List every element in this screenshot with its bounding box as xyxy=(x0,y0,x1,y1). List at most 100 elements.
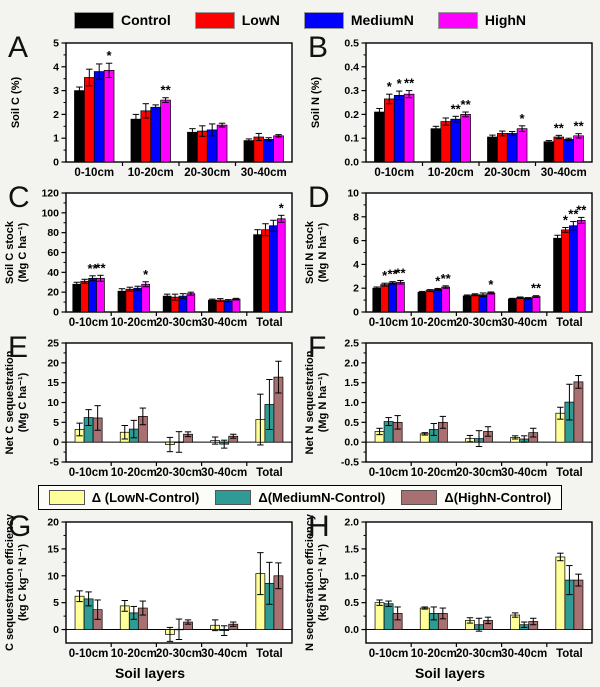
legend-item: Δ(MediumN-Control) xyxy=(215,490,385,505)
svg-text:2.0: 2.0 xyxy=(344,517,359,529)
panel-e: E -5 0 5 10 15 20 25 0-10cm 10-20cm 20-30cm 30-40c… xyxy=(0,333,300,483)
svg-text:30-40cm: 30-40cm xyxy=(541,167,587,179)
svg-text:Soil C (%): Soil C (%) xyxy=(10,77,22,129)
svg-text:0-10cm: 0-10cm xyxy=(369,317,409,329)
svg-text:10-20cm: 10-20cm xyxy=(411,467,457,479)
svg-text:10: 10 xyxy=(47,570,59,582)
svg-text:Total: Total xyxy=(256,467,283,479)
svg-text:Soil N stock: Soil N stock xyxy=(304,220,316,284)
legend-swatch xyxy=(73,11,114,29)
panel-g-letter: G xyxy=(8,510,32,543)
svg-text:0.1: 0.1 xyxy=(344,133,359,145)
soil-n-percent-chart: 0.0 0.1 0.2 0.3 0.4 0.5 0-10cm 10-20cm 20-30cm 30… xyxy=(310,38,593,179)
legend-item: Control xyxy=(73,11,171,29)
svg-text:60: 60 xyxy=(47,247,59,259)
svg-text:30-40cm: 30-40cm xyxy=(201,317,247,329)
svg-text:0-10cm: 0-10cm xyxy=(74,167,114,179)
svg-text:2.0: 2.0 xyxy=(344,357,359,369)
svg-text:(kg C kg⁻¹ N⁻¹): (kg C kg⁻¹ N⁻¹) xyxy=(17,544,29,621)
c-sequestration-efficiency-chart: 0 5 10 15 20 0-10cm 10-20cm 20-30cm 30-40cm Total… xyxy=(4,513,293,660)
panel-b-letter: B xyxy=(308,31,329,64)
svg-text:30-40cm: 30-40cm xyxy=(201,648,247,660)
svg-text:**: ** xyxy=(531,281,542,296)
svg-text:**: ** xyxy=(568,207,579,222)
legend-label: HighN xyxy=(484,12,527,28)
svg-text:0-10cm: 0-10cm xyxy=(374,167,414,179)
svg-text:**: ** xyxy=(576,202,587,217)
svg-text:Net C sequestration: Net C sequestration xyxy=(4,350,16,454)
legend-item: MediumN xyxy=(303,11,414,29)
svg-text:6: 6 xyxy=(353,235,359,247)
panel-f-letter: F xyxy=(308,331,327,364)
svg-text:**: ** xyxy=(95,260,106,275)
svg-text:Total: Total xyxy=(256,317,283,329)
svg-text:Total: Total xyxy=(556,648,583,660)
svg-text:1.5: 1.5 xyxy=(344,377,359,389)
legend-item: Δ (LowN-Control) xyxy=(48,490,199,505)
svg-text:40: 40 xyxy=(47,267,59,279)
svg-text:0.0: 0.0 xyxy=(344,157,359,169)
n-sequestration-efficiency-chart: 0.0 0.5 1.0 1.5 2.0 0-10cm 10-20cm 20-30cm 30-40… xyxy=(304,513,593,660)
svg-text:*: * xyxy=(382,268,388,283)
legend-label: Δ(HighN-Control) xyxy=(444,490,552,505)
panel-h: H 0.0 0.5 1.0 1.5 2.0 0-10cm 10-20cm 20-30cm 30-… xyxy=(300,512,600,684)
svg-text:25: 25 xyxy=(47,338,59,350)
svg-text:10-20cm: 10-20cm xyxy=(111,317,157,329)
svg-text:0.5: 0.5 xyxy=(344,597,359,609)
svg-text:(Mg C ha⁻¹): (Mg C ha⁻¹) xyxy=(17,372,29,432)
svg-text:*: * xyxy=(435,273,441,288)
svg-text:0.0: 0.0 xyxy=(344,624,359,636)
svg-text:Soil N (%): Soil N (%) xyxy=(310,77,322,129)
legend-item: LowN xyxy=(194,11,280,29)
panel-h-xlabel: Soil layers xyxy=(414,665,486,681)
svg-text:20-30cm: 20-30cm xyxy=(484,167,530,179)
legend-swatch xyxy=(401,490,438,505)
svg-text:30-40cm: 30-40cm xyxy=(501,648,547,660)
svg-text:10-20cm: 10-20cm xyxy=(111,467,157,479)
svg-text:10-20cm: 10-20cm xyxy=(111,648,157,660)
svg-text:(Mg C ha⁻¹): (Mg C ha⁻¹) xyxy=(17,222,29,282)
svg-text:*: * xyxy=(143,267,149,282)
legend-item: HighN xyxy=(437,11,527,29)
svg-text:120: 120 xyxy=(41,188,59,200)
row-ef: E -5 0 5 10 15 20 25 0-10cm 10-20cm 20-30cm 30-40c… xyxy=(0,333,600,483)
svg-text:(Mg N ha⁻¹): (Mg N ha⁻¹) xyxy=(317,222,329,282)
svg-text:0-10cm: 0-10cm xyxy=(69,648,109,660)
svg-text:0: 0 xyxy=(53,624,59,636)
svg-text:0.5: 0.5 xyxy=(344,417,359,429)
svg-text:0.2: 0.2 xyxy=(344,109,359,121)
svg-text:10: 10 xyxy=(347,188,359,200)
svg-text:0.3: 0.3 xyxy=(344,85,359,97)
svg-text:10: 10 xyxy=(47,397,59,409)
svg-text:*: * xyxy=(563,213,569,228)
legend-swatch xyxy=(215,490,252,505)
svg-text:4: 4 xyxy=(353,259,359,271)
svg-text:4: 4 xyxy=(53,61,59,73)
svg-text:0.5: 0.5 xyxy=(344,38,359,50)
svg-text:-0.5: -0.5 xyxy=(341,457,359,469)
svg-text:20-30cm: 20-30cm xyxy=(156,317,202,329)
svg-text:**: ** xyxy=(387,267,398,282)
legend-swatch xyxy=(194,11,235,29)
svg-text:20-30cm: 20-30cm xyxy=(156,467,202,479)
legend-label: LowN xyxy=(241,12,280,28)
svg-text:**: ** xyxy=(404,76,415,91)
svg-text:-5: -5 xyxy=(50,457,59,469)
row-cd: C 0 20 40 60 80 100 120 0-10cm 10-20cm 20-30cm 30-… xyxy=(0,183,600,333)
panel-c: C 0 20 40 60 80 100 120 0-10cm 10-20cm 20-30cm 30-… xyxy=(0,183,300,333)
panel-e-letter: E xyxy=(8,331,29,364)
panel-g: G 0 5 10 15 20 0-10cm 10-20cm 20-30cm 30-40cm Tot… xyxy=(0,512,300,684)
svg-text:Soil C stock: Soil C stock xyxy=(4,220,16,284)
svg-text:5: 5 xyxy=(53,597,59,609)
svg-text:20-30cm: 20-30cm xyxy=(456,648,502,660)
svg-text:3: 3 xyxy=(53,85,59,97)
svg-text:5: 5 xyxy=(53,38,59,50)
svg-text:Total: Total xyxy=(556,467,583,479)
svg-text:**: ** xyxy=(574,119,585,134)
panel-g-xlabel: Soil layers xyxy=(114,665,186,681)
svg-text:30-40cm: 30-40cm xyxy=(201,467,247,479)
svg-text:100: 100 xyxy=(41,207,59,219)
svg-text:15: 15 xyxy=(47,543,59,555)
svg-text:30-40cm: 30-40cm xyxy=(501,317,547,329)
svg-text:**: ** xyxy=(395,265,406,280)
